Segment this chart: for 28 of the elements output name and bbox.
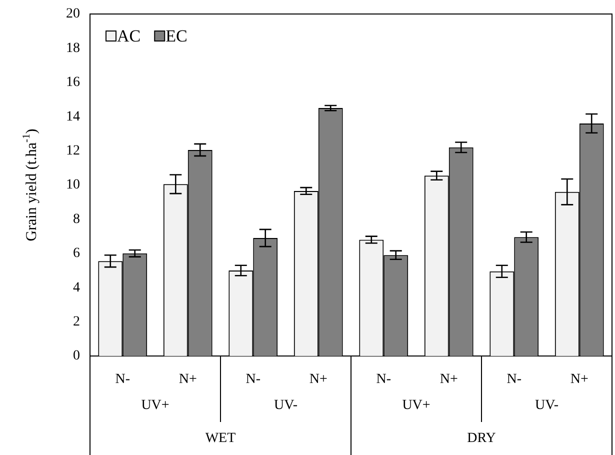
- y-tick-label: 6: [73, 246, 80, 262]
- legend-label: AC: [117, 26, 141, 46]
- text: UV-: [274, 398, 298, 414]
- text: WET: [205, 431, 236, 446]
- y-tick-label: 4: [73, 280, 80, 296]
- text: DRY: [467, 431, 496, 446]
- x-tick-label: N-: [246, 372, 261, 388]
- legend-label: EC: [166, 26, 188, 46]
- x-tick-label: N-: [376, 372, 392, 388]
- y-tick-label: 2: [73, 314, 80, 330]
- x-tick-label: N-: [506, 372, 522, 388]
- y-tick-label: 20: [66, 6, 80, 22]
- y-axis-title: Grain yield (t.ha-1): [22, 128, 40, 242]
- y-tick-label: 16: [66, 75, 80, 90]
- x-tick-label: N+: [178, 372, 197, 388]
- x-tick-label: N-: [115, 372, 130, 388]
- y-tick-label: 14: [66, 109, 80, 124]
- x-tick-label: N+: [570, 372, 588, 388]
- y-tick-label: 18: [66, 40, 80, 56]
- x-tick-label: N+: [440, 372, 458, 388]
- y-tick-label: 8: [73, 212, 80, 227]
- x-tick-label: N+: [309, 372, 328, 388]
- y-tick-label: 10: [66, 178, 80, 193]
- text: UV+: [402, 398, 430, 414]
- y-tick-label: 0: [73, 348, 80, 364]
- text: UV+: [141, 398, 170, 414]
- text: UV-: [534, 398, 559, 414]
- y-tick-label: 12: [66, 143, 80, 158]
